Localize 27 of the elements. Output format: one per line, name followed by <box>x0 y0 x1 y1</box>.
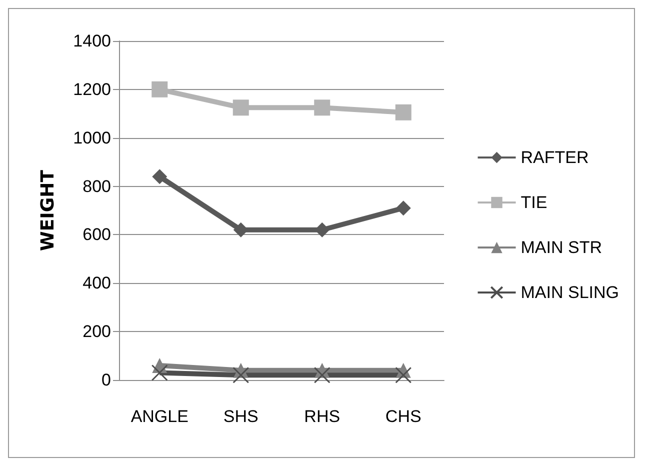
x-tick-label: SHS <box>223 407 258 426</box>
y-tick-label: 1200 <box>73 80 111 99</box>
point <box>314 100 330 116</box>
point <box>152 169 168 184</box>
x-tick-label: CHS <box>385 407 422 426</box>
y-tick-label: 1400 <box>73 32 111 50</box>
legend-label: RAFTER <box>520 148 589 167</box>
x-tick-label: ANGLE <box>130 407 188 426</box>
legend-label: MAIN STR <box>520 238 602 257</box>
x-tick-label: RHS <box>304 407 340 426</box>
y-tick-label: 1000 <box>73 128 111 148</box>
point <box>396 200 411 216</box>
legend-label: TIE <box>520 193 548 212</box>
point <box>395 366 412 384</box>
point <box>395 104 412 120</box>
y-tick-label: 800 <box>82 176 111 196</box>
point <box>232 366 250 384</box>
y-tick-label: 400 <box>82 274 111 293</box>
point <box>232 100 249 116</box>
y-axis-title: WEIGHT <box>38 169 58 251</box>
point <box>151 364 168 381</box>
y-tick-label: 200 <box>82 322 111 342</box>
legend-label: MAIN SLING <box>520 283 620 302</box>
y-tick-label: 0 <box>102 370 111 390</box>
y-tick-label: 600 <box>82 225 111 244</box>
point <box>314 366 330 384</box>
point <box>152 81 168 98</box>
